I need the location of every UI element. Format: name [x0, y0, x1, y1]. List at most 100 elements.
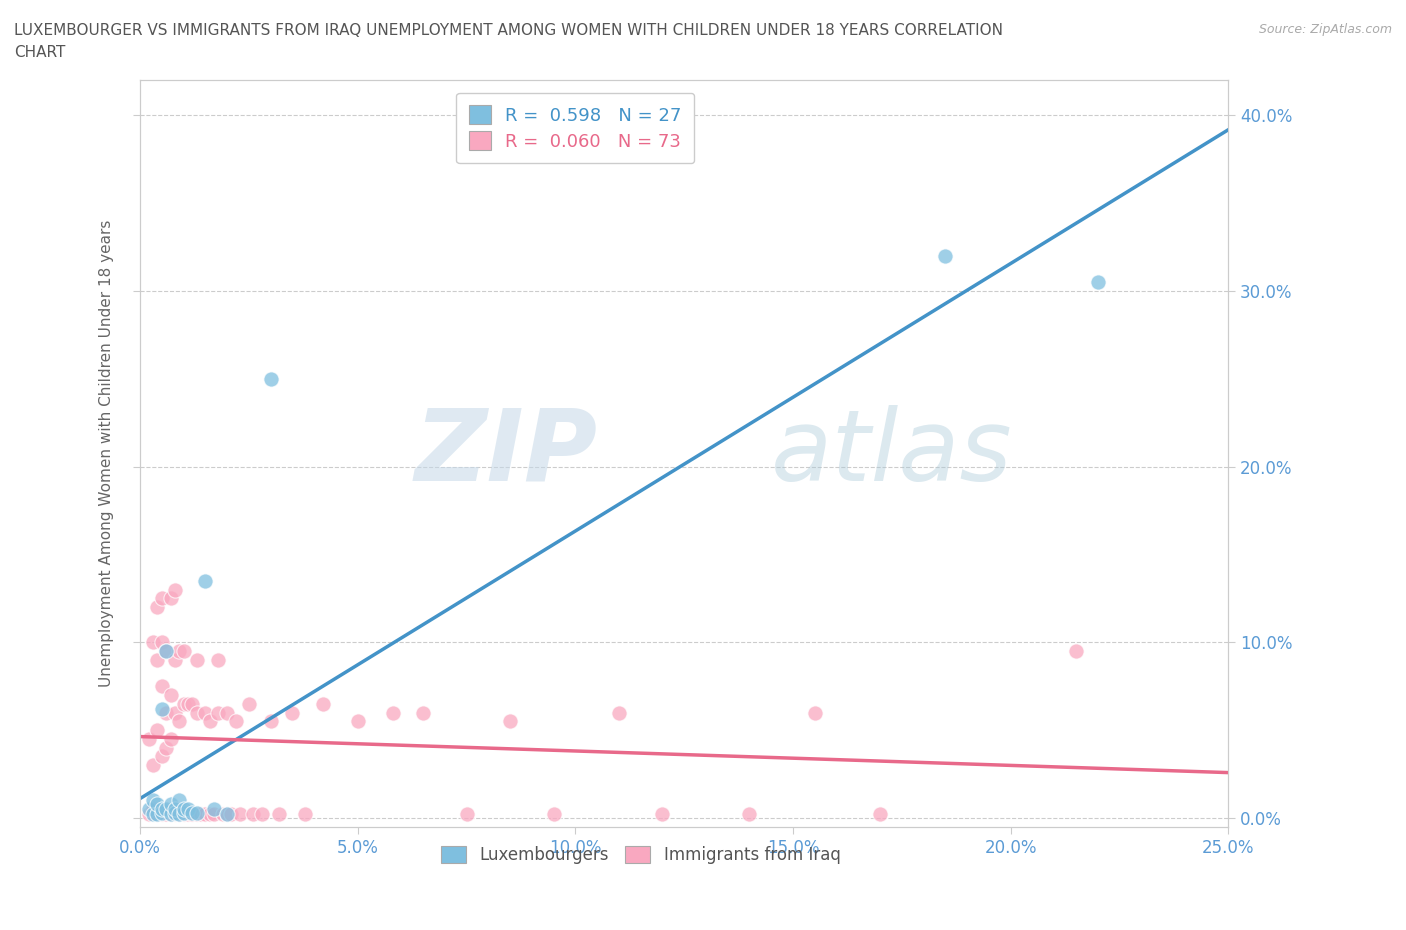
Point: [146, 600, 169, 615]
Point: [163, 802, 186, 817]
Point: [159, 807, 181, 822]
Point: [194, 573, 217, 588]
Point: [173, 807, 195, 822]
Point: [294, 807, 316, 822]
Point: [259, 714, 281, 729]
Point: [163, 805, 186, 820]
Point: [167, 807, 190, 822]
Point: [150, 807, 173, 822]
Point: [173, 805, 195, 820]
Point: [138, 802, 160, 817]
Point: [146, 723, 169, 737]
Point: [1087, 274, 1109, 289]
Point: [138, 731, 160, 746]
Legend: Luxembourgers, Immigrants from Iraq: Luxembourgers, Immigrants from Iraq: [434, 839, 848, 870]
Text: atlas: atlas: [772, 405, 1012, 502]
Point: [934, 248, 956, 263]
Point: [803, 705, 825, 720]
Point: [869, 807, 891, 822]
Point: [186, 805, 208, 820]
Point: [159, 731, 181, 746]
Point: [281, 705, 304, 720]
Point: [142, 758, 165, 773]
Point: [543, 807, 565, 822]
Point: [146, 807, 169, 822]
Point: [217, 807, 239, 822]
Point: [651, 807, 673, 822]
Point: [217, 807, 239, 822]
Point: [150, 591, 173, 605]
Point: [207, 652, 229, 667]
Point: [150, 679, 173, 694]
Point: [238, 697, 260, 711]
Point: [142, 635, 165, 650]
Point: [207, 705, 229, 720]
Point: [142, 802, 165, 817]
Point: [173, 697, 195, 711]
Point: [269, 807, 291, 822]
Point: [138, 807, 160, 822]
Point: [163, 582, 186, 597]
Point: [159, 687, 181, 702]
Point: [181, 807, 204, 822]
Point: [312, 697, 335, 711]
Text: LUXEMBOURGER VS IMMIGRANTS FROM IRAQ UNEMPLOYMENT AMONG WOMEN WITH CHILDREN UNDE: LUXEMBOURGER VS IMMIGRANTS FROM IRAQ UNE…: [14, 23, 1002, 38]
Point: [150, 701, 173, 716]
Point: [607, 705, 630, 720]
Text: CHART: CHART: [14, 45, 66, 60]
Point: [456, 807, 478, 822]
Text: Source: ZipAtlas.com: Source: ZipAtlas.com: [1258, 23, 1392, 36]
Point: [150, 802, 173, 817]
Point: [242, 807, 264, 822]
Point: [194, 807, 217, 822]
Point: [186, 705, 208, 720]
Point: [186, 652, 208, 667]
Point: [738, 807, 761, 822]
Point: [150, 805, 173, 820]
Point: [412, 705, 434, 720]
Point: [177, 697, 200, 711]
Point: [198, 807, 221, 822]
Point: [186, 807, 208, 822]
Point: [202, 802, 225, 817]
Point: [181, 805, 204, 820]
Text: ZIP: ZIP: [415, 405, 598, 502]
Point: [159, 807, 181, 822]
Point: [167, 714, 190, 729]
Point: [167, 644, 190, 658]
Point: [202, 807, 225, 822]
Point: [198, 714, 221, 729]
Point: [150, 635, 173, 650]
Point: [146, 807, 169, 822]
Point: [190, 807, 212, 822]
Y-axis label: Unemployment Among Women with Children Under 18 years: Unemployment Among Women with Children U…: [100, 219, 114, 687]
Point: [146, 652, 169, 667]
Point: [250, 807, 273, 822]
Point: [194, 705, 217, 720]
Point: [150, 749, 173, 764]
Point: [177, 807, 200, 822]
Point: [167, 793, 190, 808]
Point: [173, 644, 195, 658]
Point: [259, 371, 281, 386]
Point: [163, 652, 186, 667]
Point: [177, 802, 200, 817]
Point: [167, 807, 190, 822]
Point: [346, 714, 368, 729]
Point: [163, 705, 186, 720]
Point: [155, 802, 177, 817]
Point: [217, 705, 239, 720]
Point: [163, 807, 186, 822]
Point: [159, 796, 181, 811]
Point: [146, 796, 169, 811]
Point: [181, 697, 204, 711]
Point: [155, 705, 177, 720]
Point: [225, 714, 247, 729]
Point: [155, 644, 177, 658]
Point: [142, 793, 165, 808]
Point: [173, 802, 195, 817]
Point: [221, 807, 243, 822]
Point: [229, 807, 252, 822]
Point: [155, 644, 177, 658]
Point: [159, 591, 181, 605]
